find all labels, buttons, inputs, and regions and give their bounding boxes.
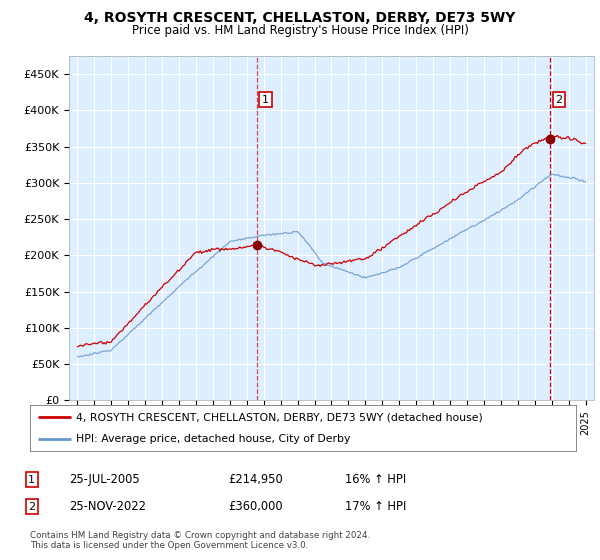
Text: 4, ROSYTH CRESCENT, CHELLASTON, DERBY, DE73 5WY (detached house): 4, ROSYTH CRESCENT, CHELLASTON, DERBY, D…	[76, 412, 483, 422]
Text: Price paid vs. HM Land Registry's House Price Index (HPI): Price paid vs. HM Land Registry's House …	[131, 24, 469, 37]
Text: £214,950: £214,950	[228, 473, 283, 487]
Text: 1: 1	[262, 95, 269, 105]
Text: 2: 2	[556, 95, 563, 105]
Text: 25-JUL-2005: 25-JUL-2005	[69, 473, 140, 487]
Text: 2: 2	[28, 502, 35, 512]
Text: Contains HM Land Registry data © Crown copyright and database right 2024.
This d: Contains HM Land Registry data © Crown c…	[30, 531, 370, 550]
Text: 1: 1	[28, 475, 35, 485]
Text: 16% ↑ HPI: 16% ↑ HPI	[345, 473, 406, 487]
Text: £360,000: £360,000	[228, 500, 283, 514]
Text: HPI: Average price, detached house, City of Derby: HPI: Average price, detached house, City…	[76, 435, 351, 444]
Text: 25-NOV-2022: 25-NOV-2022	[69, 500, 146, 514]
Text: 4, ROSYTH CRESCENT, CHELLASTON, DERBY, DE73 5WY: 4, ROSYTH CRESCENT, CHELLASTON, DERBY, D…	[85, 11, 515, 25]
Text: 17% ↑ HPI: 17% ↑ HPI	[345, 500, 406, 514]
